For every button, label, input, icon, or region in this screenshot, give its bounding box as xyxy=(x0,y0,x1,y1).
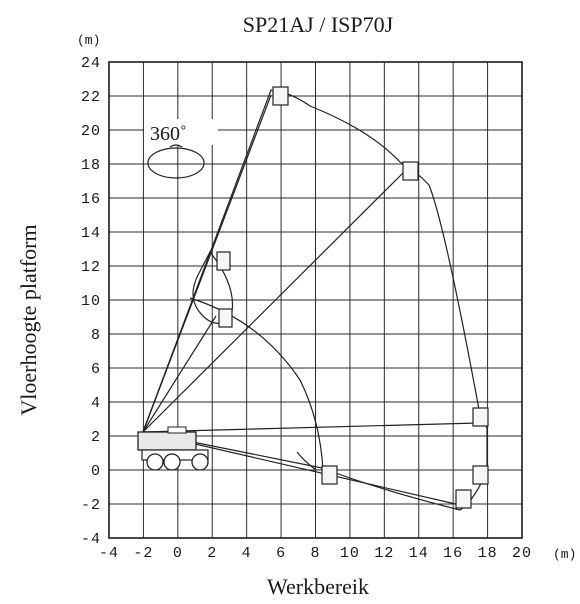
x-tick-label: 0 xyxy=(173,545,183,562)
machine-turntable xyxy=(167,426,187,434)
y-tick-label: 18 xyxy=(81,157,101,174)
y-tick-label: 24 xyxy=(81,55,101,72)
rotation-label-bg xyxy=(144,119,218,145)
platform-basket xyxy=(455,489,472,509)
machine-chassis xyxy=(137,431,197,451)
x-tick-label: 6 xyxy=(276,545,286,562)
rotation-label: 360˚ xyxy=(150,123,187,145)
inner-arc-line xyxy=(189,297,324,471)
platform-basket xyxy=(321,465,338,485)
y-tick-label: -2 xyxy=(81,497,101,514)
machine-wheel xyxy=(163,453,181,471)
machine-wheel xyxy=(146,453,164,471)
x-tick-label: 4 xyxy=(242,545,252,562)
boom-line-diagonal xyxy=(142,169,407,433)
y-tick-label: 0 xyxy=(91,463,101,480)
y-unit-label: (m) xyxy=(77,33,100,48)
x-tick-label: 8 xyxy=(310,545,320,562)
x-tick-label: 18 xyxy=(478,545,498,562)
y-tick-label: 22 xyxy=(81,89,101,106)
lower-curve-line xyxy=(296,451,317,471)
rotation-arrow-icon xyxy=(169,144,183,148)
jib-loop-line xyxy=(192,250,234,324)
x-tick-label: 20 xyxy=(512,545,532,562)
x-tick-label: 12 xyxy=(374,545,394,562)
x-tick-label: 16 xyxy=(443,545,463,562)
y-tick-label: 4 xyxy=(91,395,101,412)
x-unit-label: (m) xyxy=(553,547,576,562)
y-axis-title: Vloerhoogte platform xyxy=(16,224,41,415)
y-tick-label: 12 xyxy=(81,259,101,276)
x-tick-label: 10 xyxy=(340,545,360,562)
platform-basket xyxy=(218,308,233,328)
x-tick-label: -4 xyxy=(99,545,119,562)
y-tick-label: -4 xyxy=(81,531,101,548)
outer-envelope-line xyxy=(142,89,488,511)
boom-line-horizontal xyxy=(142,422,479,433)
boom-line-mid-a xyxy=(142,255,210,433)
machine-base xyxy=(137,426,209,471)
y-tick-label: 2 xyxy=(91,429,101,446)
grid xyxy=(109,62,522,538)
rotation-ellipse-icon xyxy=(147,147,205,179)
platform-basket xyxy=(216,251,231,271)
platform-positions xyxy=(216,86,489,509)
boom-line-mid-b xyxy=(142,315,217,433)
y-tick-label: 20 xyxy=(81,123,101,140)
diagram-title: SP21AJ / ISP70J xyxy=(243,12,394,37)
machine-wheel xyxy=(191,453,209,471)
x-axis-ticks: -4 -2 0 2 4 6 8 10 12 14 16 18 20 xyxy=(99,545,532,562)
platform-basket xyxy=(402,161,419,181)
y-tick-label: 8 xyxy=(91,327,101,344)
x-tick-label: 2 xyxy=(207,545,217,562)
platform-basket xyxy=(472,465,489,485)
x-tick-label: 14 xyxy=(409,545,429,562)
y-tick-label: 16 xyxy=(81,191,101,208)
y-tick-label: 6 xyxy=(91,361,101,378)
y-tick-label: 14 xyxy=(81,225,101,242)
x-tick-label: -2 xyxy=(133,545,153,562)
x-axis-title: Werkbereik xyxy=(267,574,369,599)
platform-basket xyxy=(272,86,289,106)
y-tick-label: 10 xyxy=(81,293,101,310)
grid-frame xyxy=(108,61,523,539)
platform-basket xyxy=(472,407,489,427)
